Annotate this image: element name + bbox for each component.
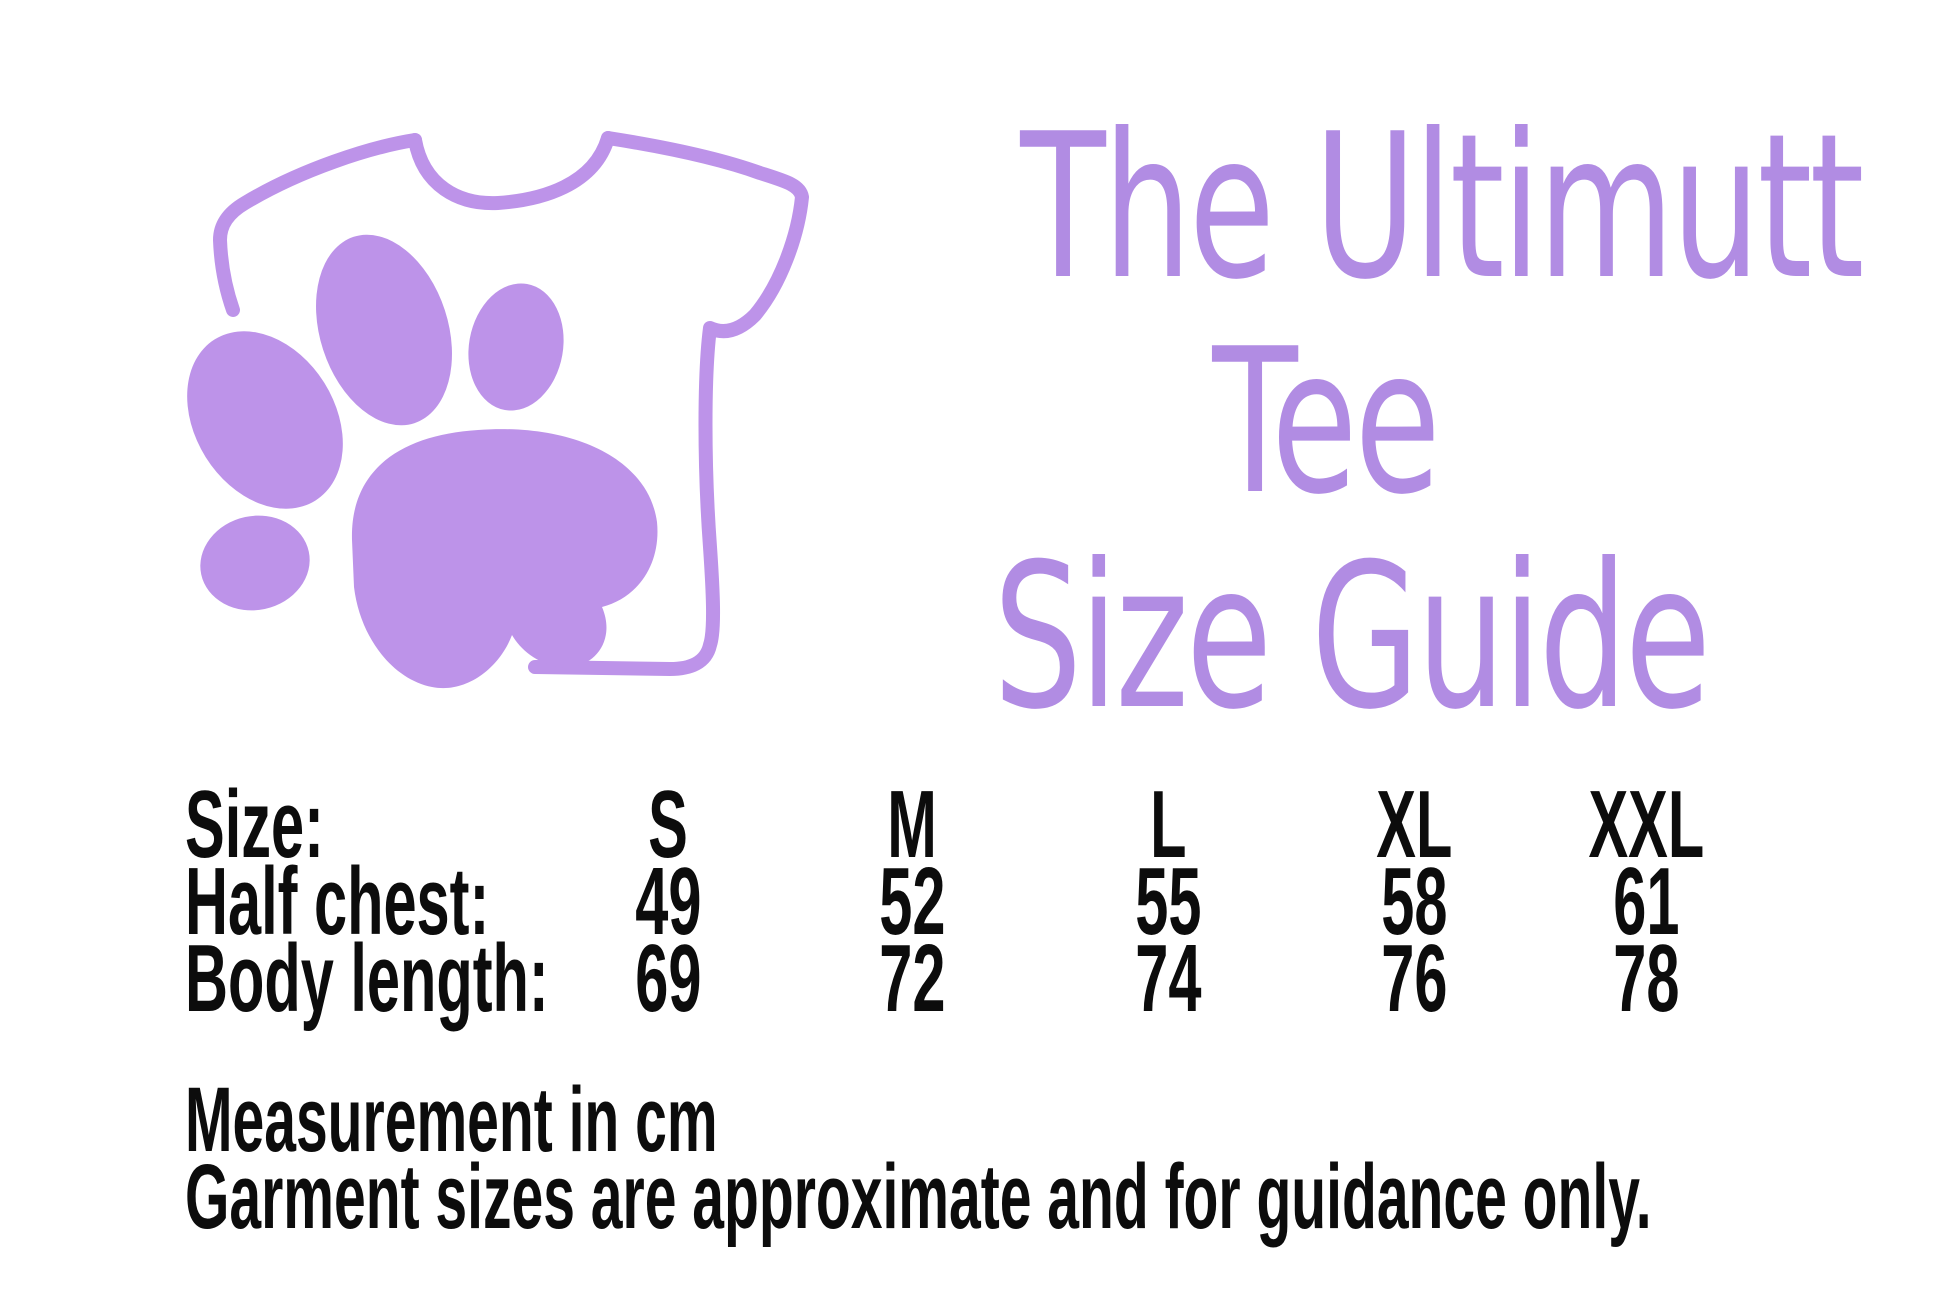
tshirt-paw-logo <box>187 131 809 689</box>
row-label-body-length: Body length: <box>185 925 549 1032</box>
row-label-size: Size: <box>185 771 324 878</box>
title-line-1: The Ultimutt <box>1020 91 1864 324</box>
note-measurement-unit: Measurement in cm <box>185 1069 718 1171</box>
body-length-xl: 76 <box>1380 925 1448 1032</box>
table-row-half-chest: Half chest: 49 52 55 58 61 <box>0 852 1946 952</box>
col-header-s: S <box>648 771 688 878</box>
paw-print-icon <box>187 234 658 689</box>
row-label-half-chest: Half chest: <box>185 848 490 955</box>
paw-heel <box>200 515 310 611</box>
title-line-2: Tee <box>1212 306 1440 539</box>
col-header-m: M <box>887 771 937 878</box>
paw-toe-right <box>468 283 564 411</box>
half-chest-l: 55 <box>1134 848 1202 955</box>
title-line-3: Size Guide <box>993 521 1711 754</box>
table-row-size: Size: S M L XL XXL <box>0 775 1946 875</box>
col-header-l: L <box>1149 771 1187 878</box>
half-chest-xl: 58 <box>1380 848 1448 955</box>
note-guidance: Garment sizes are approximate and for gu… <box>185 1146 1652 1248</box>
body-length-m: 72 <box>878 925 946 1032</box>
body-length-s: 69 <box>634 925 702 1032</box>
paw-toe-middle <box>316 234 452 426</box>
paw-toe-left <box>187 331 343 509</box>
paw-main-pad <box>351 429 658 689</box>
half-chest-xxl: 61 <box>1612 848 1680 955</box>
half-chest-m: 52 <box>878 848 946 955</box>
col-header-xl: XL <box>1375 771 1453 878</box>
page-title: The Ultimutt Tee Size Guide <box>840 91 1864 754</box>
col-header-xxl: XXL <box>1588 771 1704 878</box>
body-length-xxl: 78 <box>1612 925 1680 1032</box>
table-row-body-length: Body length: 69 72 74 76 78 <box>0 929 1946 1029</box>
tshirt-outline-icon <box>213 131 809 676</box>
body-length-l: 74 <box>1134 925 1202 1032</box>
half-chest-s: 49 <box>634 848 702 955</box>
